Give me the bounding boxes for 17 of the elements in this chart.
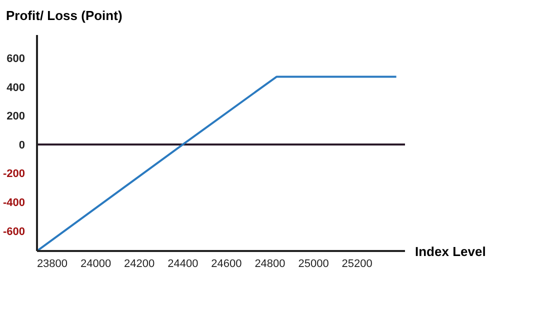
y-tick-label: 600 [6,53,25,66]
x-tick-label: 25200 [342,258,372,270]
x-tick-label: 24800 [254,258,286,270]
y-tick-label: -200 [2,168,25,180]
y-tick-label: 200 [6,110,25,123]
x-axis-title: Index Level [415,244,486,259]
x-tick-label: 24400 [168,258,198,270]
y-tick-label: 0 [18,139,25,152]
y-tick-label: 400 [6,82,25,94]
x-tick-label: 23800 [36,258,68,270]
x-tick-label: 24200 [124,258,155,270]
x-tick-label: 25000 [298,258,329,270]
x-tick-label: 24000 [80,258,112,270]
x-tick-label: 24600 [211,258,242,270]
y-axis-title: Profit/ Loss (Point) [6,8,122,23]
y-tick-label: -400 [2,197,25,210]
y-tick-label: -600 [2,226,25,238]
